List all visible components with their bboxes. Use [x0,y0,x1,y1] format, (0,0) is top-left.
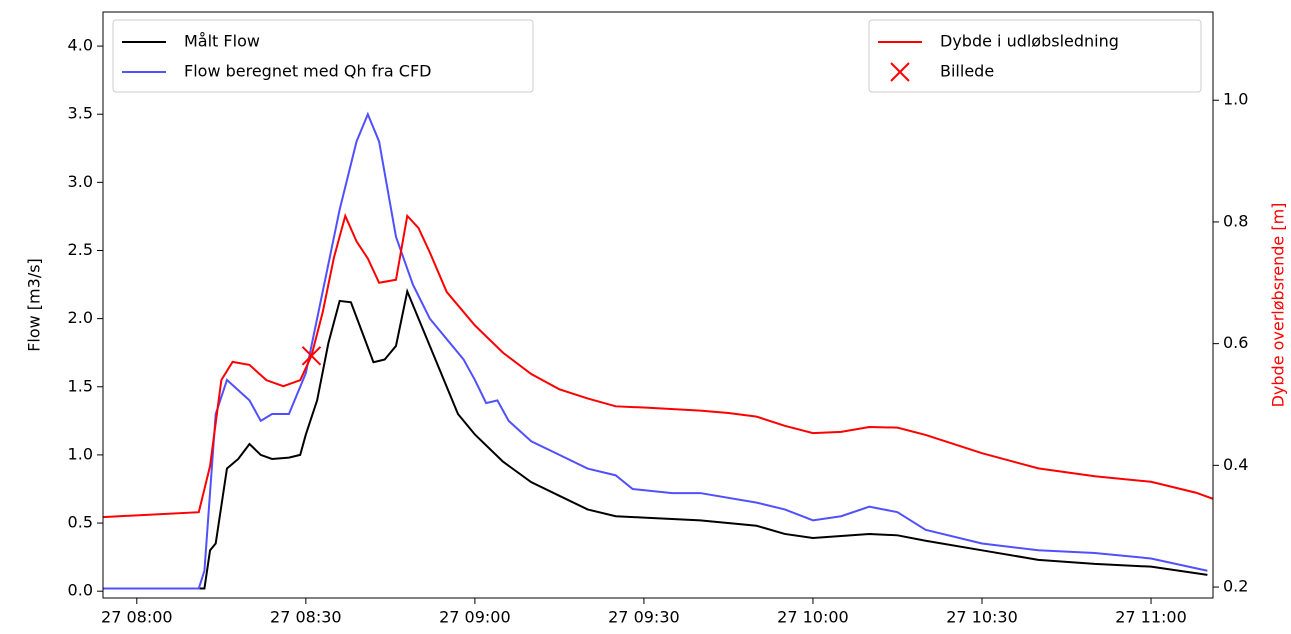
y-tick-label: 4.0 [68,36,93,55]
y2-tick-label: 0.2 [1223,577,1248,596]
x-tick-label: 27 09:30 [608,608,680,627]
y-tick-label: 2.5 [68,240,93,259]
marker [301,346,322,366]
legend-label: Dybde i udløbsledning [940,32,1119,51]
y-tick-label: 3.0 [68,172,93,191]
line [103,111,1208,590]
y-tick-label: 0.0 [68,581,93,600]
y-tick-label: 1.5 [68,376,93,395]
y2-axis-label: Dybde overløbsrende [m] [1269,203,1288,408]
x-tick-label: 27 11:00 [1115,608,1187,627]
x-tick-label: 27 08:30 [270,608,342,627]
legend-label: Målt Flow [184,32,260,51]
legend [112,19,534,93]
legend [868,19,1202,93]
y-axis-label: Flow [m3/s] [25,258,44,352]
y2-tick-label: 0.6 [1223,333,1248,352]
x-tick-label: 27 09:00 [439,608,511,627]
x-tick-label: 27 10:30 [946,608,1018,627]
legend-label: Billede [940,62,994,81]
y2-tick-label: 1.0 [1223,90,1248,109]
y-tick-label: 0.5 [68,513,93,532]
legend-marker [890,62,910,82]
y2-tick-label: 0.8 [1223,211,1248,230]
x-tick-label: 27 10:00 [777,608,849,627]
line [103,287,1208,590]
y2-tick-label: 0.4 [1223,455,1248,474]
line [103,212,1213,519]
legend-label: Flow beregnet med Qh fra CFD [184,62,431,81]
y-tick-label: 1.0 [68,444,93,463]
y-tick-label: 2.0 [68,308,93,327]
x-tick-label: 27 08:00 [101,608,173,627]
plot-frame [102,11,1214,599]
y-tick-label: 3.5 [68,104,93,123]
